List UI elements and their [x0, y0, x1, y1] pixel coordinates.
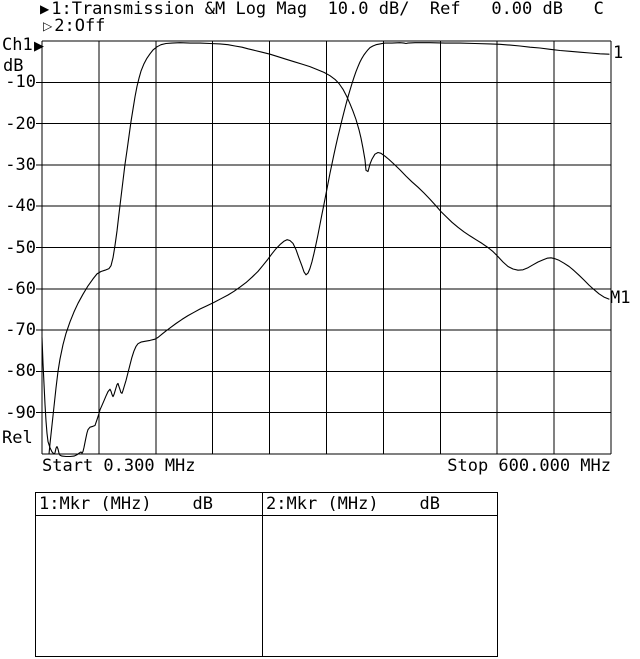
- y-axis-tick-label: -40: [5, 196, 36, 217]
- marker-table-column-1: 1:Mkr (MHz) dB: [36, 493, 263, 656]
- marker-table-body-1: [36, 516, 262, 656]
- y-axis-tick-label: -30: [5, 154, 36, 175]
- sweep-stop-label: Stop 600.000 MHz: [447, 456, 611, 476]
- channel2-status-line: ▷ 2:Off: [43, 18, 105, 35]
- y-axis-tick-label: -60: [5, 278, 36, 299]
- y-axis-tick-label: -20: [5, 113, 36, 134]
- channel-arrow-icon: ▶: [34, 39, 44, 54]
- active-channel-marker-icon: ▶: [40, 2, 50, 16]
- channel1-status-line: ▶ 1:Transmission &M Log Mag 10.0 dB/ Ref…: [40, 1, 604, 18]
- marker-table-column-2: 2:Mkr (MHz) dB: [263, 493, 497, 656]
- y-axis-tick-label: -10: [5, 72, 36, 93]
- sweep-start-label: Start 0.300 MHz: [42, 456, 196, 476]
- marker-readout-table: 1:Mkr (MHz) dB 2:Mkr (MHz) dB: [35, 492, 498, 657]
- trace1-end-label: 1: [613, 43, 624, 63]
- channel1-status-text: 1:Transmission &M Log Mag 10.0 dB/ Ref 0…: [51, 0, 604, 19]
- channel-label: Ch1: [2, 35, 33, 55]
- marker-table-header-2: 2:Mkr (MHz) dB: [263, 493, 497, 516]
- inactive-channel-marker-icon: ▷: [43, 19, 53, 33]
- relative-mode-label: Rel: [2, 428, 33, 448]
- memory-trace-end-label: M1: [610, 288, 631, 308]
- y-axis-tick-label: -90: [5, 402, 36, 423]
- channel2-status-text: 2:Off: [54, 16, 106, 36]
- y-axis-tick-label: -50: [5, 237, 36, 258]
- y-axis-tick-label: -80: [5, 361, 36, 382]
- marker-table-body-2: [263, 516, 497, 656]
- y-axis-tick-label: -70: [5, 320, 36, 341]
- y-axis-unit-label: dB: [3, 56, 24, 76]
- marker-table-header-1: 1:Mkr (MHz) dB: [36, 493, 262, 516]
- trace-M1: [48, 42, 610, 455]
- trace-1: [41, 42, 610, 458]
